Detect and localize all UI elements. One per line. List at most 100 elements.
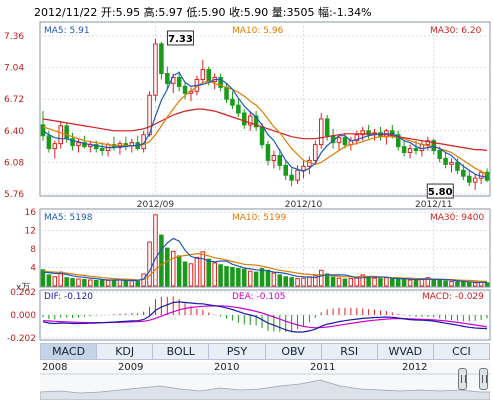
candle-body <box>230 98 235 106</box>
volume-bar <box>342 278 348 287</box>
macd-legend-macd: MACD: -0.029 <box>422 292 484 302</box>
volume-bar <box>93 279 99 287</box>
volume-bar <box>360 274 365 287</box>
close-label: 收: <box>229 6 244 19</box>
price-tick-label: 5.76 <box>4 190 24 200</box>
volume-bar <box>366 276 371 287</box>
candle-body <box>265 144 271 161</box>
price-tick-label: 6.72 <box>4 95 24 105</box>
candle-body <box>93 144 99 150</box>
volume-panel-frame <box>39 208 491 288</box>
volume-bar <box>425 277 431 287</box>
candle-body <box>200 69 206 80</box>
volume-bar <box>378 278 383 287</box>
volume-bar <box>46 274 52 287</box>
volume-bar <box>212 262 217 287</box>
navigator-year-2012: 2012 <box>402 362 428 373</box>
volume-bar <box>206 258 212 287</box>
candle-body <box>224 86 229 100</box>
volume-bar <box>283 276 288 287</box>
volume-legend-ma5: MA5: 5198 <box>44 213 93 223</box>
high-value: 5.97 <box>158 6 183 19</box>
candle-body <box>182 85 188 94</box>
volume-bar <box>443 280 448 287</box>
price-tick-label: 7.36 <box>4 32 24 42</box>
candle-body <box>99 148 105 152</box>
tab-psy[interactable]: PSY <box>209 344 266 359</box>
volume-bar <box>247 270 253 287</box>
volume-bar <box>395 279 401 287</box>
candle-body <box>401 146 407 154</box>
time-navigator[interactable]: 2008 2009 2010 2011 2012 <box>40 362 490 400</box>
volume-bar <box>188 263 194 287</box>
volume-bar <box>99 279 105 287</box>
tab-macd[interactable]: MACD <box>41 344 98 359</box>
volume-tick-label: 4 <box>30 264 36 274</box>
volume-tick-label: 8 <box>30 245 36 255</box>
candle-body <box>58 125 64 145</box>
volume-bar <box>70 278 75 287</box>
volume-bar <box>277 274 283 287</box>
navigator-sparkline <box>40 362 490 400</box>
price-x-tick-label: 2012/11 <box>415 200 452 210</box>
candle-body <box>247 115 253 126</box>
candle-body <box>360 130 365 136</box>
volume-bar <box>170 250 176 287</box>
tab-boll[interactable]: BOLL <box>153 344 210 359</box>
volume-bar <box>82 279 87 287</box>
candle-body <box>176 76 182 87</box>
volume-bar <box>484 282 490 287</box>
volume-bar <box>182 261 188 287</box>
volume-bar <box>437 279 442 287</box>
price-x-tick-label: 2012/09 <box>137 200 175 210</box>
tab-cci[interactable]: CCI <box>452 345 471 358</box>
tab-wvad[interactable]: WVAD <box>378 344 434 359</box>
candle-body <box>484 171 490 181</box>
price-panel-frame <box>39 21 491 197</box>
volume-bar <box>472 282 478 287</box>
stock-chart: 7.36 7.04 6.72 6.40 6.08 5.76 2012/09 2012/10 20… <box>4 21 491 342</box>
volume-bar <box>253 271 259 287</box>
candle-body <box>354 134 360 142</box>
candle-body <box>259 126 265 146</box>
tab-rsi[interactable]: RSI <box>322 344 378 359</box>
volume-bar <box>200 251 206 287</box>
price-tick-label: 6.40 <box>4 127 24 137</box>
tab-kdj[interactable]: KDJ <box>97 344 154 359</box>
volume-bar <box>313 275 318 287</box>
price-legend-ma30: MA30: 6.20 <box>430 26 482 36</box>
navigator-year-2008: 2008 <box>42 362 68 373</box>
volume-bar <box>336 277 342 287</box>
volume-bar <box>271 272 277 287</box>
volume-bar <box>176 255 182 287</box>
volume-bar <box>330 276 336 287</box>
navigator-left-handle[interactable] <box>458 368 467 390</box>
change-value: -1.34% <box>332 6 372 19</box>
low-annotation-label: 5.80 <box>428 187 453 198</box>
volume-bar <box>159 234 164 287</box>
tab-obv[interactable]: OBV <box>266 344 322 359</box>
candle-body <box>366 130 371 136</box>
price-ma5-line <box>42 71 488 178</box>
navigator-right-handle[interactable] <box>479 368 488 390</box>
navigator-year-2011: 2011 <box>310 362 336 373</box>
low-label: 低: <box>186 6 202 19</box>
candle-body <box>336 137 342 144</box>
volume-bar <box>224 266 229 287</box>
volume-bar <box>135 280 140 287</box>
candle-body <box>40 124 46 137</box>
candle-body <box>70 138 75 147</box>
volume-value: 3505 <box>286 6 315 19</box>
candle-body <box>82 142 87 148</box>
volume-bar <box>348 278 354 287</box>
candle-body <box>449 161 454 165</box>
volume-bar <box>265 269 271 287</box>
volume-bar <box>52 276 58 287</box>
candle-body <box>159 43 164 75</box>
candle-body <box>467 175 472 183</box>
candle-body <box>64 125 69 140</box>
price-x-tick-label: 2012/10 <box>285 200 323 210</box>
candle-body <box>324 118 330 137</box>
volume-bar <box>324 273 330 287</box>
volume-bar <box>194 256 200 287</box>
